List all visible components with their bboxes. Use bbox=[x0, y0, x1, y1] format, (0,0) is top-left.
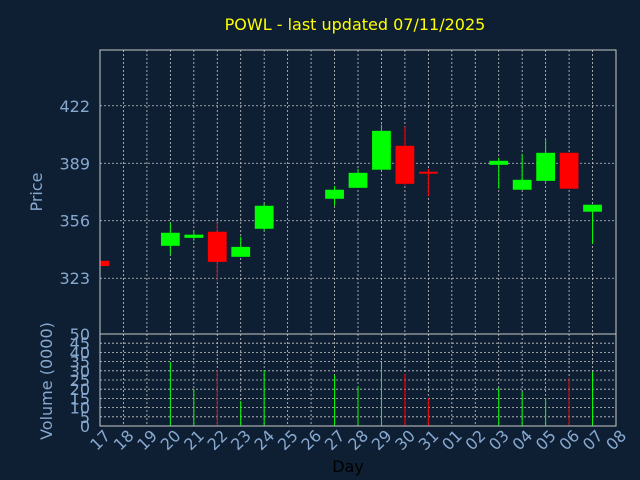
y2-tick-label: 50 bbox=[70, 325, 90, 344]
y-tick-label: 323 bbox=[59, 269, 90, 288]
y2-tick-label: 0 bbox=[80, 417, 90, 436]
candle-body bbox=[395, 145, 415, 184]
y2-tick-label: 20 bbox=[70, 380, 90, 399]
y2-tick-label: 25 bbox=[70, 371, 90, 390]
y-tick-label: 356 bbox=[59, 212, 90, 231]
y2-tick-label: 10 bbox=[70, 399, 90, 418]
candle-body bbox=[325, 189, 344, 199]
candle-body bbox=[184, 234, 204, 238]
candle-body bbox=[100, 260, 110, 267]
y2-tick-label: 35 bbox=[70, 353, 90, 372]
plot bbox=[100, 124, 602, 281]
y2-tick-label: 30 bbox=[70, 362, 90, 381]
y2-tick-label: 15 bbox=[70, 389, 90, 408]
y2-tick-label: 45 bbox=[70, 334, 90, 353]
candle-body bbox=[207, 231, 227, 262]
candle-body bbox=[231, 246, 251, 257]
y2-tick-label: 40 bbox=[70, 343, 90, 362]
y2-axis-label: Volume (0000) bbox=[37, 322, 56, 440]
candle-body bbox=[536, 152, 556, 181]
candle-body bbox=[583, 204, 602, 212]
candle-body bbox=[559, 152, 579, 189]
x-axis-label: Day bbox=[332, 457, 364, 476]
candle-body bbox=[418, 171, 438, 174]
candle-body bbox=[512, 179, 532, 190]
volume-frame bbox=[99, 333, 617, 427]
y-tick-label: 389 bbox=[59, 154, 90, 173]
candle-body bbox=[254, 205, 274, 229]
y-tick-label: 422 bbox=[59, 97, 90, 116]
candle-body bbox=[348, 172, 368, 188]
chart-title: POWL - last updated 07/11/2025 bbox=[225, 15, 486, 34]
candle-body bbox=[372, 130, 391, 170]
y2-tick-label: 5 bbox=[80, 408, 90, 427]
y-axis-label: Price bbox=[27, 172, 46, 211]
candle-body bbox=[489, 160, 509, 165]
candle-body bbox=[160, 232, 180, 246]
